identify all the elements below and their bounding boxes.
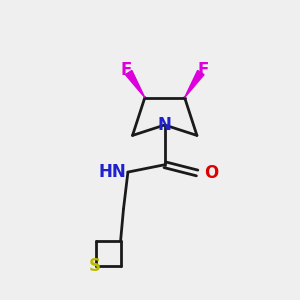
Text: HN: HN (99, 163, 126, 181)
Polygon shape (125, 70, 145, 98)
Text: F: F (121, 61, 132, 79)
Polygon shape (184, 70, 204, 98)
Text: F: F (197, 61, 209, 79)
Text: N: N (158, 116, 172, 134)
Text: O: O (205, 164, 219, 182)
Text: S: S (89, 257, 101, 275)
